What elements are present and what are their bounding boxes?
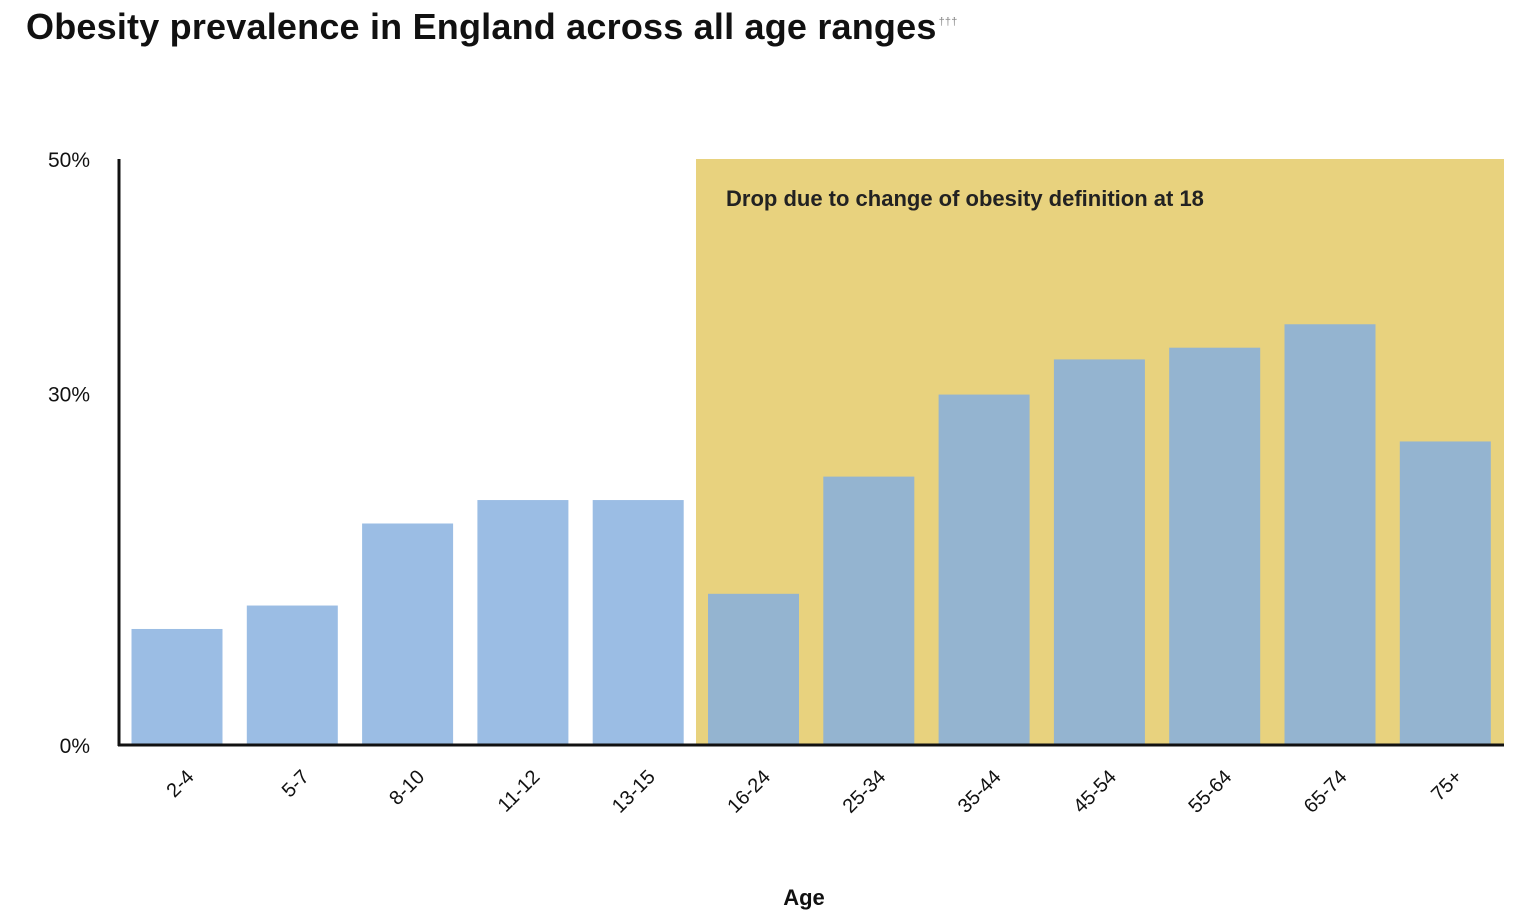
x-tick-label: 2-4 [163, 766, 199, 802]
x-tick-label: 75+ [1427, 766, 1467, 806]
bar-11-12 [477, 500, 569, 745]
annotation-text: Drop due to change of obesity definition… [726, 186, 1204, 211]
bar-35-44 [938, 394, 1030, 745]
bar-5-7 [246, 605, 338, 745]
bar-55-64 [1169, 347, 1261, 745]
y-tick-labels: 0% 30% 50% [48, 149, 90, 758]
x-tick-label: 55-64 [1185, 766, 1237, 818]
bars-group [131, 324, 1491, 745]
chart-title: Obesity prevalence in England across all… [26, 6, 958, 47]
x-axis-label: Age [783, 885, 825, 910]
y-tick-label: 30% [48, 383, 90, 406]
y-tick-label: 0% [60, 735, 90, 758]
x-tick-label: 8-10 [385, 766, 429, 810]
x-tick-label: 16-24 [723, 766, 775, 818]
x-tick-label: 13-15 [608, 766, 660, 818]
bar-2-4 [131, 628, 223, 745]
x-tick-label: 25-34 [839, 766, 891, 818]
x-tick-labels: 2-4 5-7 8-10 11-12 13-15 16-24 25-34 35-44 45-54… [163, 766, 1467, 818]
x-tick-label: 65-74 [1300, 766, 1352, 818]
y-tick-label: 50% [48, 149, 90, 172]
bar-25-34 [823, 476, 915, 745]
bar-75+ [1399, 441, 1491, 745]
bar-16-24 [708, 593, 799, 745]
title-footnote-marker: ††† [938, 16, 958, 28]
x-tick-label: 11-12 [494, 766, 545, 817]
x-tick-label: 35-44 [954, 766, 1006, 818]
bar-65-74 [1284, 324, 1376, 745]
bar-8-10 [362, 523, 454, 745]
bar-45-54 [1053, 359, 1145, 745]
x-tick-label: 45-54 [1069, 766, 1121, 818]
x-tick-label: 5-7 [278, 766, 314, 802]
bar-13-15 [592, 500, 684, 745]
